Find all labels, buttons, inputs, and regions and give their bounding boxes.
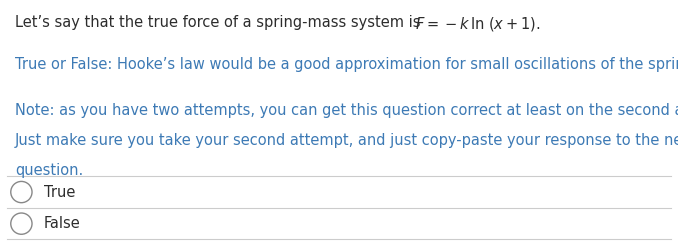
- Text: True: True: [44, 185, 75, 200]
- Text: question.: question.: [15, 163, 83, 178]
- Text: False: False: [44, 216, 81, 231]
- Text: Just make sure you take your second attempt, and just copy-paste your response t: Just make sure you take your second atte…: [15, 133, 678, 148]
- Text: True or False: Hooke’s law would be a good approximation for small oscillations : True or False: Hooke’s law would be a go…: [15, 57, 678, 72]
- Text: Note: as you have two attempts, you can get this question correct at least on th: Note: as you have two attempts, you can …: [15, 103, 678, 118]
- Text: Let’s say that the true force of a spring-mass system is: Let’s say that the true force of a sprin…: [15, 15, 425, 30]
- Text: $F = -k\,\ln\,(x+1).$: $F = -k\,\ln\,(x+1).$: [415, 15, 540, 33]
